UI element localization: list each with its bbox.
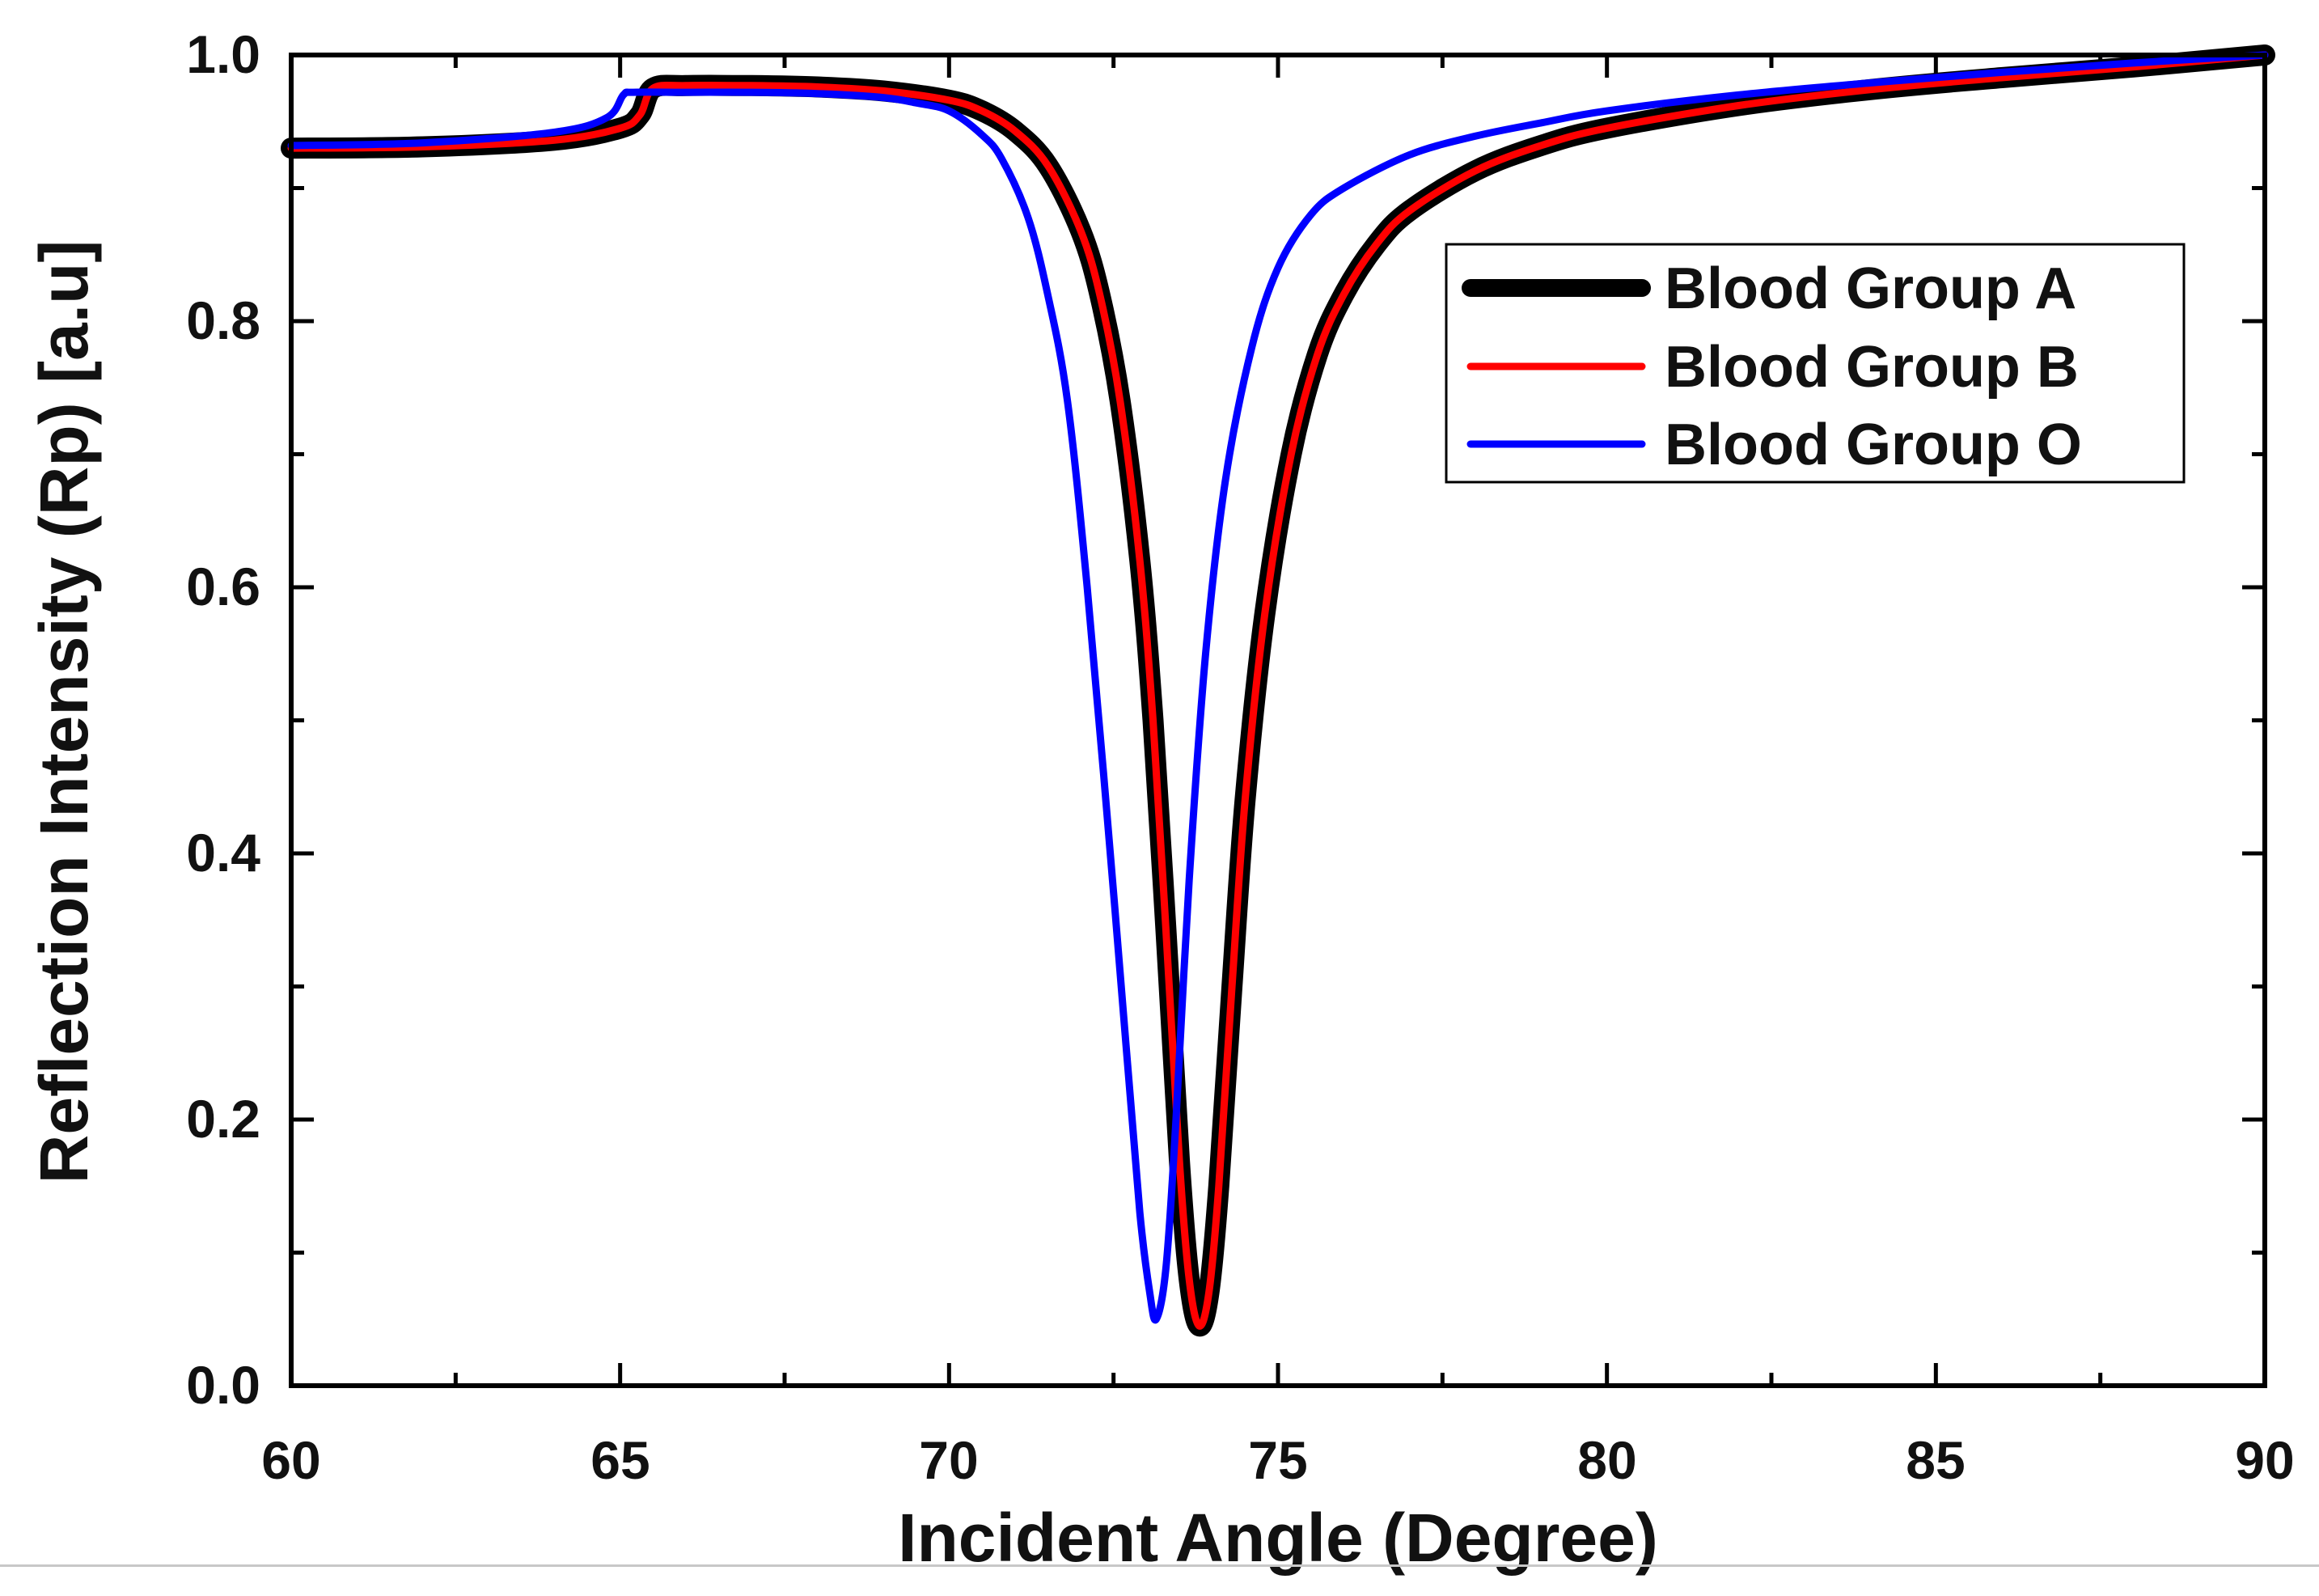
bottom-divider: [0, 1564, 2319, 1567]
series-line-blood-group-b: [287, 51, 2269, 1330]
legend: Blood Group A Blood Group B Blood Group …: [1445, 243, 2186, 484]
x-tick-label: 75: [1248, 1430, 1307, 1490]
y-tick-label: 0.6: [186, 557, 260, 616]
legend-label: Blood Group A: [1665, 256, 2076, 321]
plot-series: [281, 44, 2275, 1337]
y-tick-label: 1.0: [186, 24, 260, 84]
y-tick-label: 0.8: [186, 290, 260, 350]
x-tick-labels: 60 65 70 75 80 85 90: [261, 1430, 2294, 1490]
x-tick-label: 85: [1906, 1430, 1965, 1490]
x-tick-label: 65: [590, 1430, 650, 1490]
y-tick-labels: 0.0 0.2 0.4 0.6 0.8 1.0: [186, 24, 260, 1415]
y-axis-title: Reflection Intensity (Rp) [a.u]: [26, 240, 102, 1184]
x-tick-label: 90: [2235, 1430, 2294, 1490]
legend-label: Blood Group O: [1665, 413, 2082, 477]
x-tick-label: 60: [261, 1430, 320, 1490]
series-line-blood-group-o: [287, 51, 2269, 1324]
y-tick-label: 0.2: [186, 1089, 260, 1149]
x-tick-label: 80: [1577, 1430, 1636, 1490]
y-tick-label: 0.0: [186, 1355, 260, 1415]
legend-label: Blood Group B: [1665, 335, 2079, 400]
y-tick-label: 0.4: [186, 823, 260, 883]
plot-frame: [289, 53, 2267, 1388]
x-axis-title: Incident Angle (Degree): [898, 1500, 1658, 1576]
x-tick-label: 70: [919, 1430, 978, 1490]
